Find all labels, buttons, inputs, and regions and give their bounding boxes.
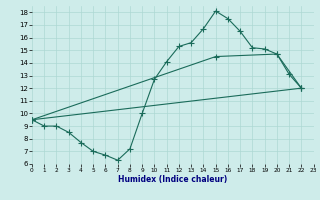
- X-axis label: Humidex (Indice chaleur): Humidex (Indice chaleur): [118, 175, 228, 184]
